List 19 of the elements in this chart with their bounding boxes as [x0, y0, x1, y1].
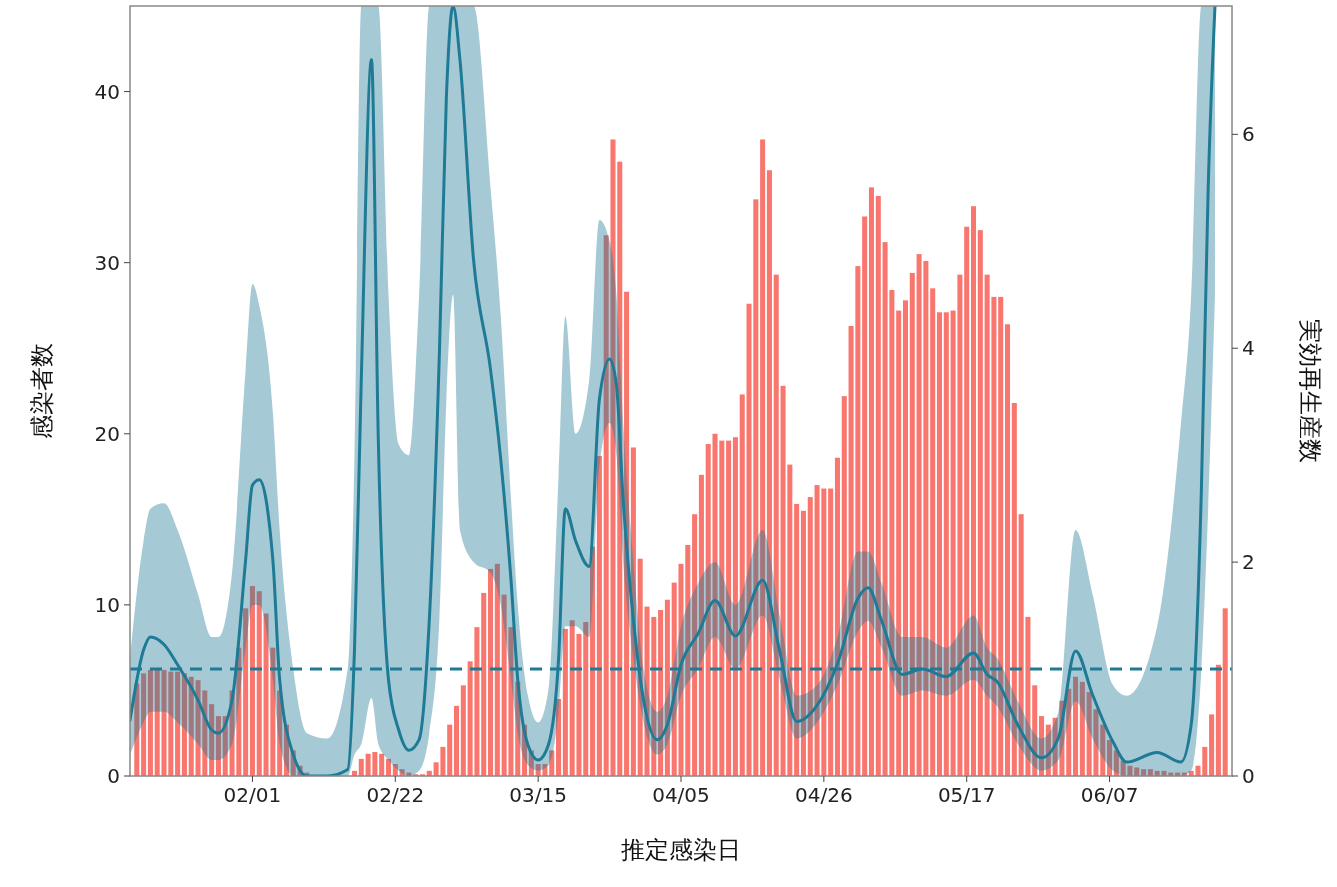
y-tick-label: 40: [94, 79, 120, 104]
y-tick-label: 10: [94, 592, 120, 617]
x-tick-label: 02/22: [366, 783, 425, 807]
x-tick-label: 02/01: [223, 783, 282, 807]
x-axis-title: 推定感染日: [621, 836, 741, 864]
x-tick-label: 06/07: [1080, 783, 1139, 807]
y-tick-label: 30: [94, 250, 120, 275]
y-tick-label: 20: [94, 421, 120, 446]
y2-tick-label: 0: [1242, 764, 1255, 788]
y-axis-title: 感染者数: [28, 343, 56, 439]
x-tick-label: 05/17: [937, 783, 996, 807]
x-tick-label: 04/26: [795, 783, 853, 807]
y-tick-label: 0: [107, 764, 120, 788]
x-tick-label: 03/15: [509, 783, 567, 807]
y2-tick-label: 4: [1242, 336, 1255, 361]
y2-tick-label: 6: [1242, 122, 1255, 147]
y2-axis-title: 実効再生産数: [1296, 319, 1324, 463]
x-tick-label: 04/05: [652, 783, 710, 807]
y2-tick-label: 2: [1242, 550, 1255, 575]
